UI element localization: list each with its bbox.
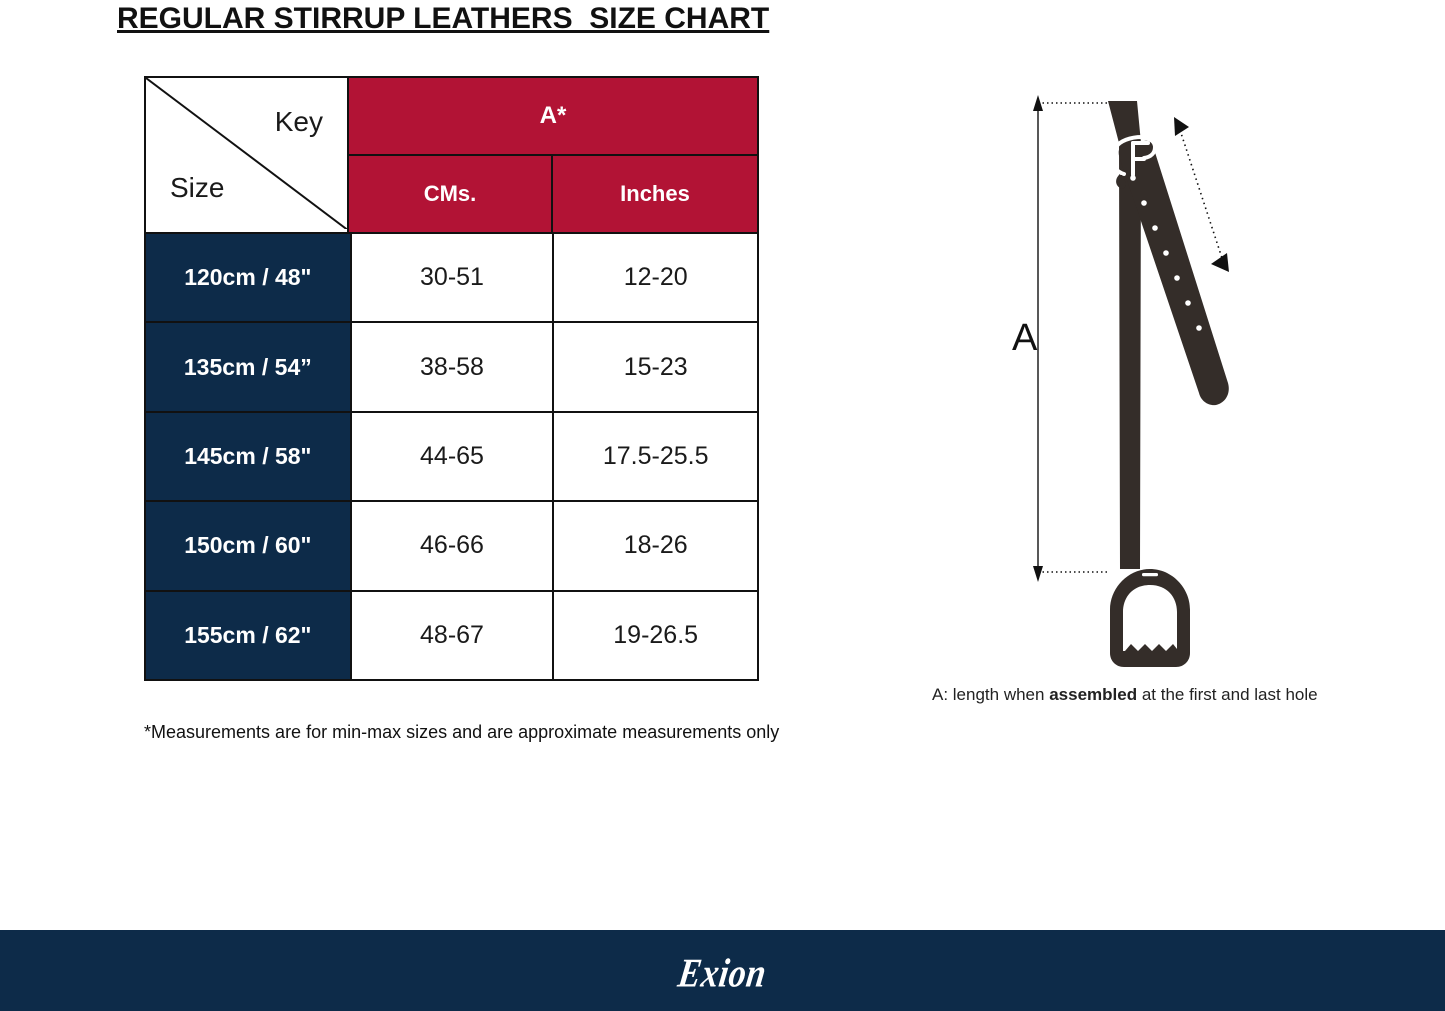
svg-text:A: A bbox=[1012, 317, 1038, 359]
